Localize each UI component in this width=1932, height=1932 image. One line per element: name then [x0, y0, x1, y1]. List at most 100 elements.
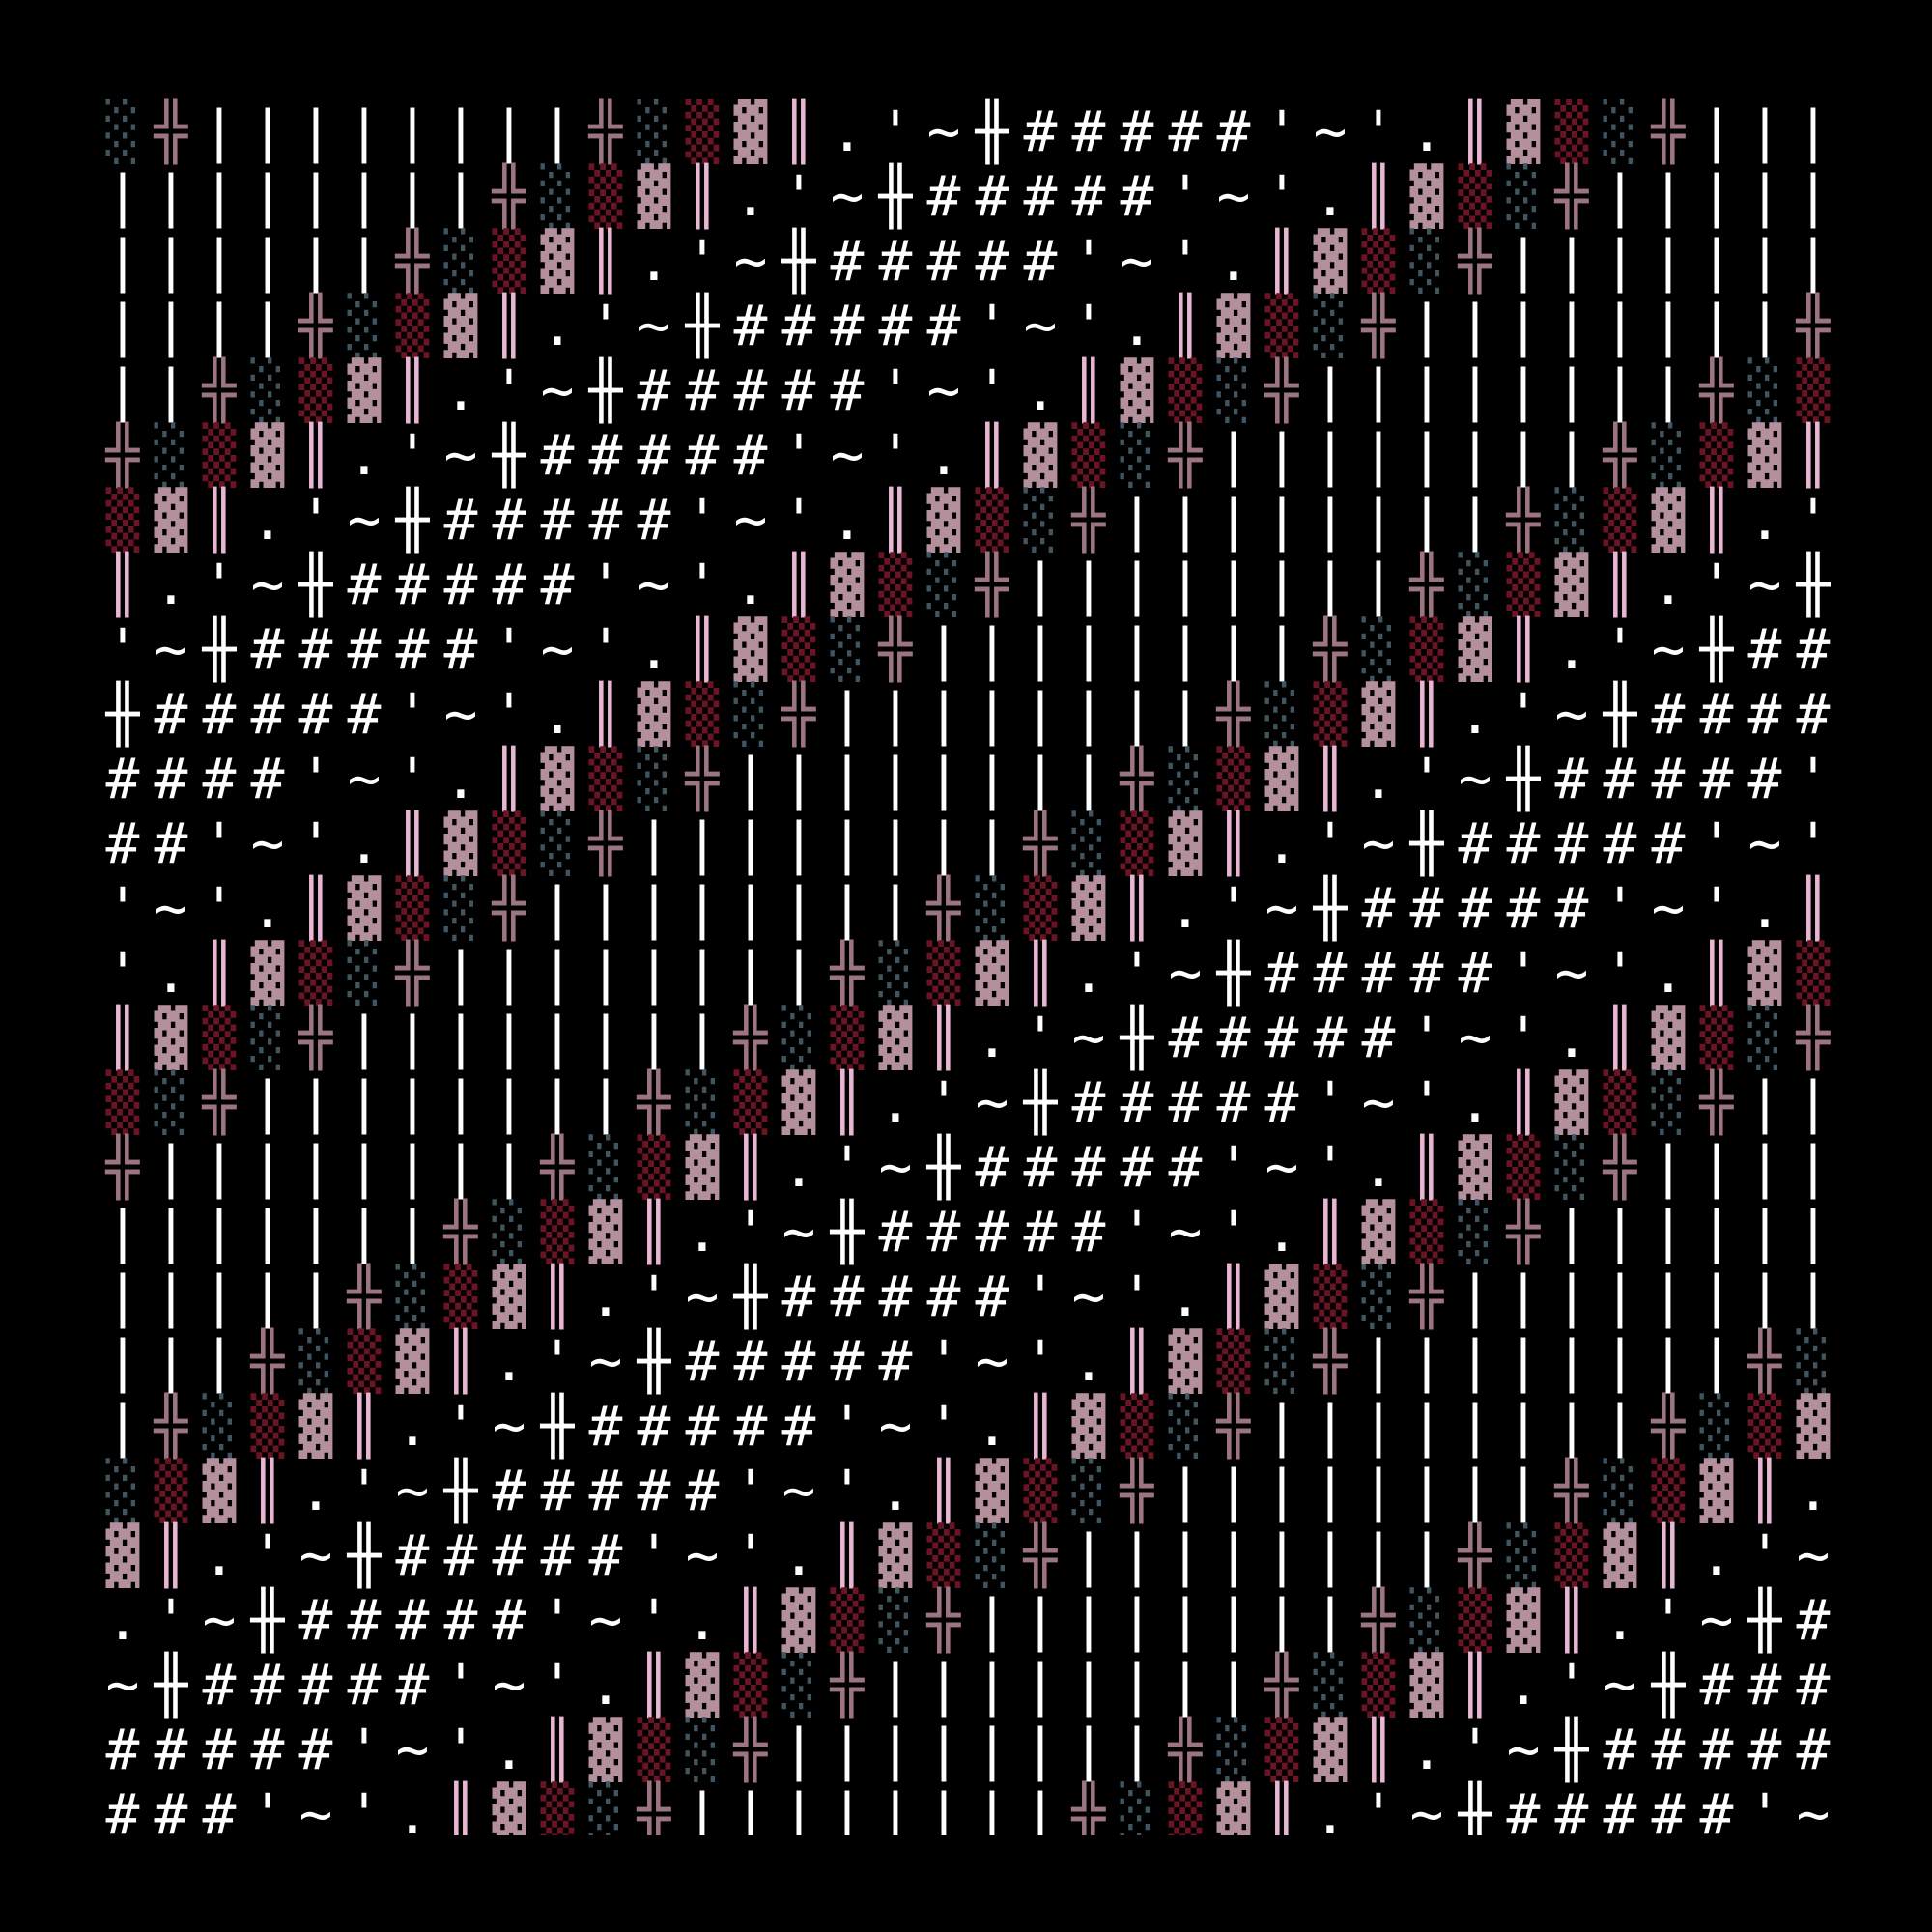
glyph: #: [1748, 746, 1782, 811]
glyph: |: [1410, 1522, 1444, 1588]
glyph: .: [782, 1134, 816, 1200]
glyph: ~: [155, 875, 188, 941]
glyph: |: [155, 1134, 188, 1200]
glyph: ╫: [878, 162, 914, 230]
glyph: |: [879, 746, 913, 811]
glyph: ░: [1797, 1328, 1831, 1394]
glyph: |: [686, 810, 720, 876]
glyph: #: [686, 422, 720, 488]
glyph: .: [396, 1393, 430, 1459]
glyph: ': [879, 357, 913, 423]
glyph: ║: [299, 874, 333, 942]
glyph: #: [589, 487, 623, 553]
glyph: |: [734, 746, 768, 811]
glyph: ▓: [1555, 552, 1589, 617]
glyph: |: [1459, 1393, 1492, 1459]
glyph: ~: [1265, 875, 1299, 941]
glyph: ╬: [395, 939, 431, 1007]
glyph: ░: [348, 940, 382, 1006]
glyph: #: [589, 422, 623, 488]
glyph: |: [299, 163, 333, 229]
glyph: |: [106, 357, 140, 423]
glyph: ░: [734, 681, 768, 747]
glyph: .: [1072, 1328, 1106, 1394]
glyph: ╬: [154, 98, 189, 165]
glyph: #: [782, 1264, 816, 1329]
glyph: ╬: [733, 1716, 769, 1783]
glyph: ║: [106, 1004, 140, 1071]
glyph: #: [831, 1328, 865, 1394]
glyph: ▒: [976, 487, 1009, 553]
glyph: ▒: [1410, 616, 1444, 682]
glyph: ▒: [541, 1199, 575, 1264]
glyph: ': [396, 746, 430, 811]
glyph: #: [1024, 99, 1058, 164]
glyph: .: [251, 487, 285, 553]
glyph: |: [1169, 1587, 1203, 1653]
glyph: ~: [348, 746, 382, 811]
glyph: #: [1121, 1134, 1154, 1200]
glyph: ': [1024, 1264, 1058, 1329]
glyph: ▓: [1314, 228, 1348, 294]
glyph: #: [203, 1717, 237, 1782]
glyph: ░: [879, 1587, 913, 1653]
glyph: ░: [1604, 1458, 1637, 1523]
glyph: |: [1072, 1717, 1106, 1782]
glyph: |: [1265, 1587, 1299, 1653]
glyph: |: [686, 940, 720, 1006]
glyph: |: [1217, 1652, 1251, 1718]
glyph: .: [1217, 228, 1251, 294]
glyph: #: [1265, 940, 1299, 1006]
glyph: ░: [1555, 1134, 1589, 1200]
glyph: |: [396, 1069, 430, 1135]
glyph: ~: [638, 293, 671, 358]
glyph: |: [976, 746, 1009, 811]
glyph: ╫: [1458, 1780, 1493, 1848]
glyph: ': [1410, 1069, 1444, 1135]
glyph: |: [1652, 1328, 1686, 1394]
glyph: #: [1555, 746, 1589, 811]
glyph: #: [1459, 940, 1492, 1006]
glyph: ░: [1555, 487, 1589, 553]
glyph: |: [396, 1134, 430, 1200]
glyph: ░: [1314, 1652, 1348, 1718]
glyph: ': [1314, 810, 1348, 876]
glyph: ╬: [105, 1133, 141, 1201]
glyph: ░: [686, 1069, 720, 1135]
glyph: ░: [1072, 1458, 1106, 1523]
glyph: #: [1604, 810, 1637, 876]
glyph: ╬: [298, 1004, 334, 1071]
glyph: ': [1314, 1134, 1348, 1200]
glyph: ▓: [734, 616, 768, 682]
glyph: ': [444, 1717, 478, 1782]
glyph: #: [1121, 1069, 1154, 1135]
glyph: ~: [927, 357, 961, 423]
glyph: .: [734, 552, 768, 617]
glyph: ║: [1797, 421, 1831, 489]
glyph: ▒: [1748, 1393, 1782, 1459]
glyph: ░: [1748, 357, 1782, 423]
glyph: ░: [106, 99, 140, 164]
glyph: #: [589, 1393, 623, 1459]
glyph: #: [1652, 1717, 1686, 1782]
glyph: #: [686, 1393, 720, 1459]
glyph: .: [1459, 1069, 1492, 1135]
glyph: ▓: [251, 422, 285, 488]
glyph: .: [927, 422, 961, 488]
glyph: ': [976, 293, 1009, 358]
glyph: ░: [1507, 1522, 1541, 1588]
glyph: ╬: [685, 745, 721, 812]
glyph: |: [1024, 552, 1058, 617]
glyph: ▒: [1217, 746, 1251, 811]
glyph: |: [1024, 1652, 1058, 1718]
glyph: |: [1217, 616, 1251, 682]
glyph: |: [493, 99, 526, 164]
glyph: |: [1121, 1717, 1154, 1782]
glyph: #: [976, 1199, 1009, 1264]
glyph: |: [1507, 1264, 1541, 1329]
glyph: #: [638, 1393, 671, 1459]
glyph: |: [299, 1199, 333, 1264]
glyph: ░: [1121, 422, 1154, 488]
